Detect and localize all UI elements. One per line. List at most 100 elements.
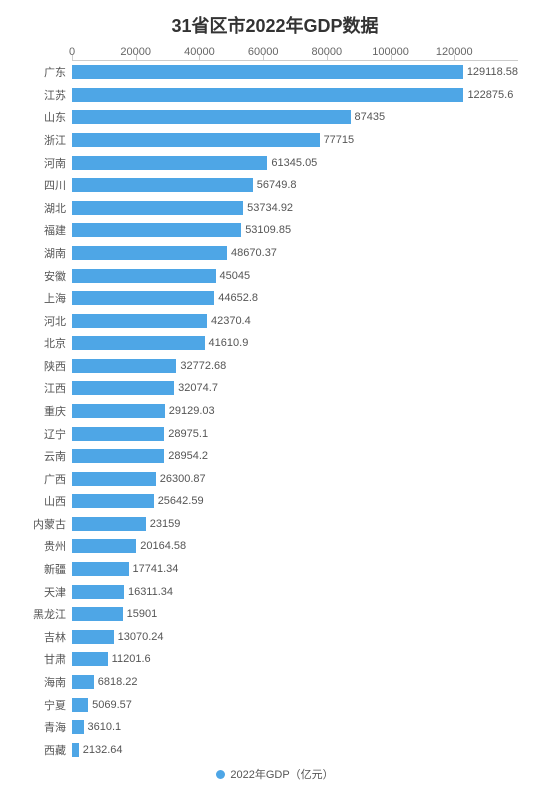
bar-row: 海南6818.22 [72,675,518,689]
value-label: 56749.8 [253,179,297,191]
bar [72,652,108,666]
value-label: 87435 [351,111,386,123]
bar-row: 贵州20164.58 [72,539,518,553]
bar-row: 西藏2132.64 [72,743,518,757]
bar [72,269,216,283]
bar-row: 新疆17741.34 [72,562,518,576]
bar-row: 湖南48670.37 [72,246,518,260]
category-label: 重庆 [44,403,72,419]
value-label: 42370.4 [207,315,251,327]
bar [72,743,79,757]
bar [72,133,320,147]
bar [72,201,243,215]
bar-row: 广东129118.58 [72,65,518,79]
category-label: 湖北 [44,200,72,216]
value-label: 41610.9 [205,337,249,349]
bar [72,178,253,192]
category-label: 青海 [44,719,72,735]
plot-area: 广东129118.58江苏122875.6山东87435浙江77715河南613… [72,60,518,760]
x-tick-mark [199,55,200,61]
chart-container: 31省区市2022年GDP数据 020000400006000080000100… [0,0,550,795]
value-label: 32772.68 [176,360,226,372]
value-label: 29129.03 [165,405,215,417]
bar-row: 湖北53734.92 [72,201,518,215]
value-label: 17741.34 [129,563,179,575]
category-label: 安徽 [44,268,72,284]
category-label: 云南 [44,448,72,464]
bar [72,517,146,531]
value-label: 32074.7 [174,382,218,394]
category-label: 吉林 [44,629,72,645]
bar [72,585,124,599]
category-label: 广西 [44,471,72,487]
value-label: 15901 [123,608,158,620]
value-label: 77715 [320,134,355,146]
value-label: 26300.87 [156,473,206,485]
value-label: 44652.8 [214,292,258,304]
bar-row: 青海3610.1 [72,720,518,734]
bar-row: 上海44652.8 [72,291,518,305]
bar [72,336,205,350]
x-tick-mark [391,55,392,61]
bar-row: 江西32074.7 [72,381,518,395]
bar [72,494,154,508]
bar-row: 河南61345.05 [72,156,518,170]
bar-row: 山东87435 [72,110,518,124]
bar [72,65,463,79]
bar [72,472,156,486]
bar [72,427,164,441]
value-label: 2132.64 [79,744,123,756]
chart-title: 31省区市2022年GDP数据 [10,12,540,38]
category-label: 福建 [44,222,72,238]
bar-row: 吉林13070.24 [72,630,518,644]
bar [72,156,267,170]
category-label: 宁夏 [44,697,72,713]
x-tick-mark [72,55,73,61]
category-label: 河南 [44,155,72,171]
category-label: 浙江 [44,132,72,148]
x-tick-mark [327,55,328,61]
x-tick-mark [136,55,137,61]
bar-row: 辽宁28975.1 [72,427,518,441]
category-label: 天津 [44,584,72,600]
value-label: 61345.05 [267,157,317,169]
bar-row: 安徽45045 [72,269,518,283]
value-label: 28975.1 [164,428,208,440]
value-label: 129118.58 [463,66,518,78]
bar-row: 山西25642.59 [72,494,518,508]
bar [72,359,176,373]
bar-row: 甘肃11201.6 [72,652,518,666]
legend: 2022年GDP（亿元） [10,766,540,782]
bar-row: 福建53109.85 [72,223,518,237]
value-label: 28954.2 [164,450,208,462]
bar [72,223,241,237]
category-label: 山东 [44,109,72,125]
x-tick-mark [454,55,455,61]
bar [72,630,114,644]
bar-row: 内蒙古23159 [72,517,518,531]
bar-row: 天津16311.34 [72,585,518,599]
category-label: 陕西 [44,358,72,374]
bar-row: 宁夏5069.57 [72,698,518,712]
category-label: 新疆 [44,561,72,577]
category-label: 上海 [44,290,72,306]
category-label: 江西 [44,380,72,396]
category-label: 湖南 [44,245,72,261]
bar [72,539,136,553]
legend-label: 2022年GDP（亿元） [230,769,333,781]
value-label: 25642.59 [154,495,204,507]
value-label: 5069.57 [88,699,132,711]
category-label: 江苏 [44,87,72,103]
category-label: 广东 [44,64,72,80]
bar [72,607,123,621]
legend-dot-icon [216,770,225,779]
bar-row: 浙江77715 [72,133,518,147]
value-label: 53109.85 [241,224,291,236]
bar [72,88,463,102]
bar-row: 重庆29129.03 [72,404,518,418]
value-label: 23159 [146,518,181,530]
value-label: 3610.1 [84,721,122,733]
category-label: 山西 [44,493,72,509]
bar [72,720,84,734]
bar-row: 云南28954.2 [72,449,518,463]
